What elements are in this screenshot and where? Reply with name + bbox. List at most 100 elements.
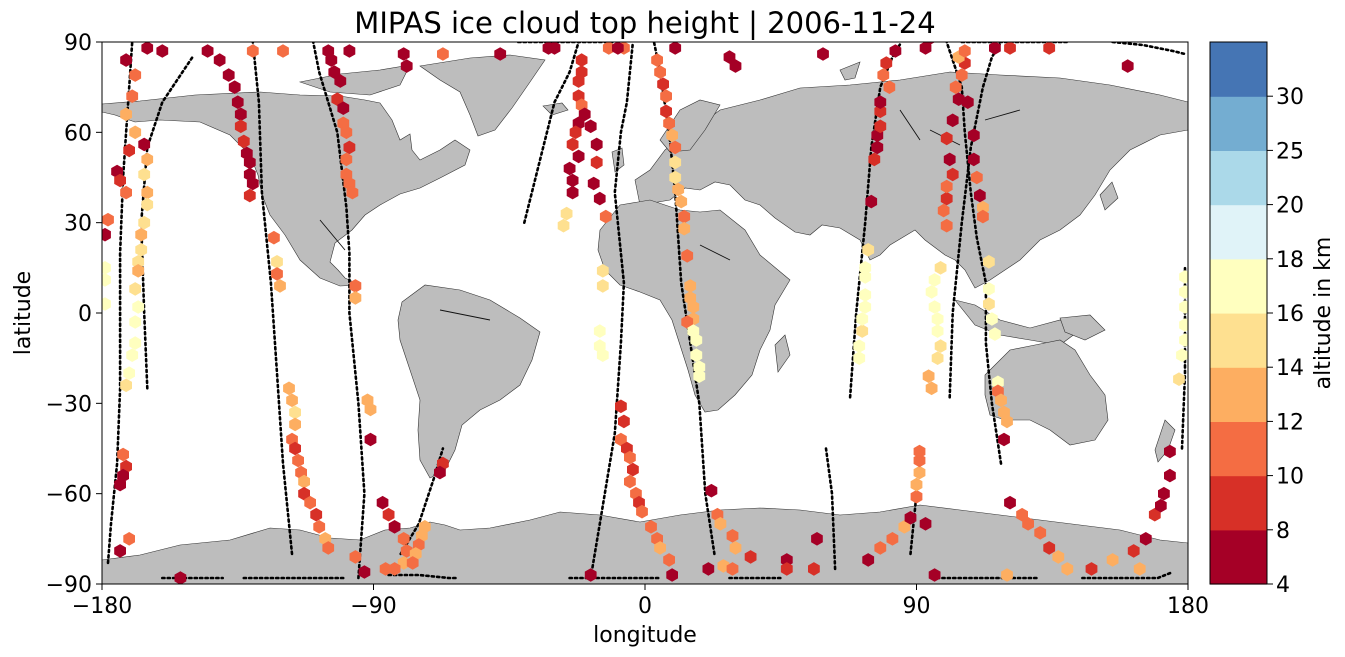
cloud-marker-41 <box>246 44 259 58</box>
cloud-marker-216 <box>856 312 869 326</box>
cloud-marker-115 <box>548 42 561 55</box>
cloud-marker-20 <box>135 227 148 242</box>
cloud-marker-130 <box>557 218 570 233</box>
cloud-marker-169 <box>669 140 682 155</box>
cloud-marker-99 <box>322 44 335 58</box>
y-tick-label-0: −90 <box>46 573 92 598</box>
cloud-marker-141 <box>596 348 609 362</box>
cloud-marker-221 <box>862 243 875 257</box>
cloud-marker-274 <box>992 375 1004 390</box>
cloud-marker-212 <box>913 444 926 459</box>
cloud-marker-77 <box>331 92 344 106</box>
cloud-marker-213 <box>853 351 866 365</box>
cloud-marker-116 <box>575 53 588 67</box>
cloud-marker-210 <box>913 465 926 480</box>
cloud-marker-196 <box>723 50 736 64</box>
cloud-marker-94 <box>397 532 410 546</box>
colorbar-segment-3 <box>1210 367 1267 422</box>
cloud-marker-82 <box>340 152 353 167</box>
cloud-marker-279 <box>998 432 1010 447</box>
cloud-marker-96 <box>397 556 410 570</box>
cloud-marker-160 <box>612 42 624 55</box>
colorbar-tick-label-9: 30 <box>1276 85 1304 110</box>
cloud-marker-297 <box>989 42 1001 55</box>
cloud-marker-183 <box>693 360 706 374</box>
cloud-marker-231 <box>880 56 893 70</box>
cloud-marker-17 <box>141 185 154 200</box>
cloud-marker-148 <box>624 474 636 489</box>
cloud-marker-261 <box>922 42 935 46</box>
cloud-marker-215 <box>856 324 869 338</box>
cloud-marker-72 <box>322 541 335 555</box>
cloud-marker-243 <box>925 285 938 299</box>
cloud-marker-107 <box>406 556 419 570</box>
cloud-markers <box>102 42 1188 584</box>
cloud-marker-238 <box>931 351 944 365</box>
cloud-marker-265 <box>970 170 983 185</box>
land-masses <box>102 54 1188 584</box>
cloud-marker-152 <box>645 520 657 534</box>
satellite-track-20 <box>1081 570 1175 580</box>
cloud-marker-81 <box>343 140 356 155</box>
land-new-zealand <box>1154 419 1176 463</box>
cloud-marker-249 <box>940 179 953 194</box>
cloud-marker-289 <box>1133 562 1146 576</box>
x-tick-label-2: 0 <box>638 594 652 619</box>
cloud-marker-283 <box>1034 526 1047 540</box>
colorbar-segment-5 <box>1210 258 1267 314</box>
cloud-marker-200 <box>808 562 820 576</box>
cloud-marker-306 <box>1179 285 1188 299</box>
land-arctic-canada <box>298 64 411 96</box>
cloud-marker-45 <box>231 95 244 109</box>
land-eurasia <box>634 71 1188 289</box>
cloud-marker-109 <box>434 465 446 480</box>
cloud-marker-1 <box>129 68 142 82</box>
colorbar-segment-2 <box>1210 421 1267 477</box>
cloud-marker-156 <box>584 568 597 582</box>
cloud-marker-127 <box>566 173 579 188</box>
cloud-marker-292 <box>1148 507 1161 522</box>
cloud-marker-31 <box>141 42 154 55</box>
y-tick-label-3: 0 <box>78 302 92 327</box>
cloud-marker-57 <box>274 279 286 293</box>
cloud-marker-198 <box>780 553 793 567</box>
land-south-america <box>397 284 541 479</box>
cloud-marker-4 <box>129 125 142 140</box>
cloud-marker-237 <box>922 369 935 383</box>
cloud-marker-73 <box>277 44 289 58</box>
cloud-marker-52 <box>246 176 259 191</box>
colorbar-tick-label-7: 20 <box>1276 194 1304 219</box>
cloud-marker-10 <box>102 227 111 242</box>
cloud-marker-3 <box>120 107 132 122</box>
cloud-marker-2 <box>126 89 139 103</box>
cloud-marker-239 <box>934 339 947 353</box>
cloud-marker-118 <box>572 74 585 88</box>
cloud-marker-18 <box>141 197 154 212</box>
cloud-marker-47 <box>234 119 247 134</box>
cloud-marker-303 <box>1179 333 1188 347</box>
cloud-marker-218 <box>859 288 872 302</box>
cloud-marker-91 <box>376 495 389 510</box>
cloud-marker-299 <box>1043 42 1056 55</box>
cloud-marker-194 <box>726 562 739 576</box>
cloud-marker-295 <box>1164 468 1176 483</box>
cloud-marker-244 <box>928 273 941 287</box>
satellite-track-9 <box>589 42 635 580</box>
cloud-marker-27 <box>129 336 142 350</box>
cloud-marker-144 <box>615 432 627 447</box>
cloud-marker-187 <box>705 483 718 498</box>
cloud-marker-113 <box>494 47 507 61</box>
cloud-marker-175 <box>678 221 691 236</box>
cloud-marker-270 <box>983 282 995 296</box>
cloud-marker-95 <box>400 544 413 558</box>
cloud-marker-202 <box>817 47 829 61</box>
cloud-marker-147 <box>627 462 639 477</box>
cloud-marker-21 <box>135 243 148 257</box>
cloud-marker-252 <box>940 131 953 146</box>
satellite-track-6 <box>387 573 460 580</box>
x-axis-label: longitude <box>593 623 697 648</box>
cloud-marker-204 <box>874 541 887 555</box>
cloud-marker-46 <box>234 107 247 122</box>
cloud-marker-16 <box>138 167 151 182</box>
cloud-marker-40 <box>201 44 214 58</box>
